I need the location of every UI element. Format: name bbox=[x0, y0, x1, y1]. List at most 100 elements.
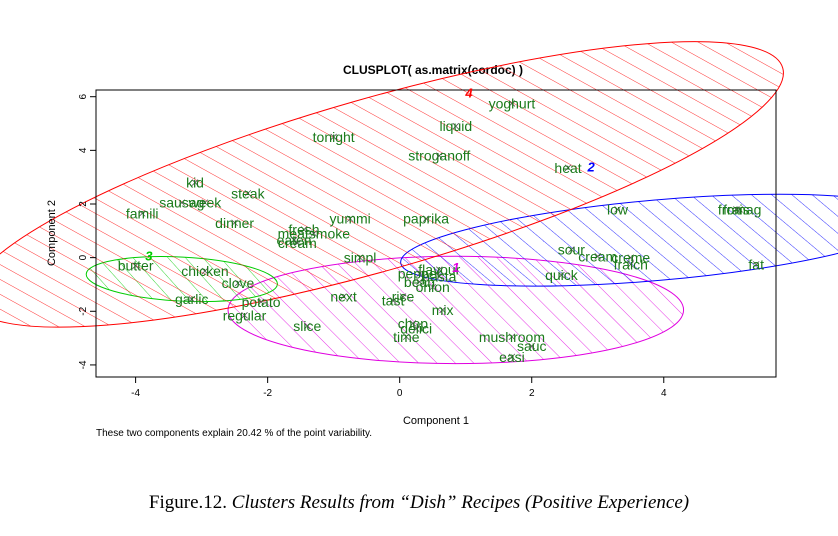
point-garlic: garlic bbox=[175, 291, 208, 307]
point-fresh: fresh bbox=[288, 221, 319, 237]
point-label: garlic bbox=[175, 291, 208, 307]
point-marker bbox=[627, 261, 635, 268]
point-marker bbox=[356, 254, 364, 261]
point-marker bbox=[508, 333, 516, 341]
x-tick-label: 0 bbox=[397, 388, 403, 399]
point-fromag: fromag bbox=[718, 201, 762, 217]
point-label: mushroom bbox=[479, 329, 545, 345]
caption-title: Clusters Results from “Dish” Recipes (Po… bbox=[231, 492, 690, 513]
point-label: heat bbox=[554, 160, 581, 176]
point-marker bbox=[422, 215, 430, 223]
point-label: flavour bbox=[418, 262, 460, 278]
point-simpl: simpl bbox=[344, 250, 377, 266]
y-axis-label: Component 2 bbox=[46, 200, 58, 266]
point-label: liquid bbox=[439, 118, 472, 134]
point-label: clove bbox=[222, 275, 255, 291]
point-marker bbox=[191, 179, 199, 186]
point-label: slice bbox=[293, 318, 321, 334]
point-yoghurt: yoghurt bbox=[489, 95, 536, 111]
point-marker bbox=[594, 253, 602, 260]
cluster-label-1: 1 bbox=[452, 260, 459, 275]
point-time: time bbox=[393, 329, 420, 345]
point-dinner: dinner bbox=[215, 215, 254, 231]
point-label: steak bbox=[231, 185, 265, 201]
point-marker bbox=[330, 133, 337, 141]
point-marker bbox=[528, 342, 536, 350]
point-famili: famili bbox=[126, 205, 159, 221]
point-label: cream bbox=[578, 248, 617, 264]
point-label: mix bbox=[432, 302, 454, 318]
point-label: time bbox=[393, 329, 420, 345]
point-delici: delici bbox=[400, 321, 432, 337]
point-marker bbox=[257, 298, 265, 306]
cluster-ellipse-4 bbox=[0, 41, 784, 328]
cluster-label-2: 2 bbox=[587, 159, 596, 174]
point-label: low bbox=[607, 201, 629, 217]
point-label: quick bbox=[545, 267, 579, 283]
point-meatsmoke: meatsmoke bbox=[278, 226, 351, 242]
point-marker bbox=[439, 306, 446, 314]
point-label: fromag bbox=[718, 201, 762, 217]
axes-layer: -4 -2 0 2 4 -4 -2 0 2 4 6 bbox=[78, 93, 667, 399]
point-cream: cream bbox=[278, 235, 317, 251]
point-marker bbox=[201, 199, 209, 206]
point-paprika: paprika bbox=[403, 211, 449, 227]
point-marker bbox=[403, 333, 410, 341]
point-marker bbox=[614, 206, 621, 213]
cluster-label-3: 3 bbox=[145, 248, 153, 263]
point-label: fresh bbox=[288, 221, 319, 237]
point-clove: clove bbox=[222, 275, 255, 291]
x-tick-label: -2 bbox=[263, 388, 272, 399]
point-marker bbox=[188, 295, 196, 303]
point-label: sauc bbox=[517, 338, 547, 354]
point-label: pasta bbox=[422, 268, 456, 284]
point-marker bbox=[399, 293, 407, 300]
point-label: fat bbox=[748, 256, 764, 272]
point-cream: cream bbox=[578, 248, 617, 264]
point-steak: steak bbox=[231, 185, 265, 201]
point-marker bbox=[201, 267, 209, 275]
cluster-labels-layer: 1 2 3 4 bbox=[145, 86, 595, 275]
point-label: paprika bbox=[403, 211, 449, 227]
point-label: week bbox=[188, 195, 223, 211]
point-label: dinner bbox=[215, 215, 254, 231]
point-marker bbox=[568, 246, 575, 253]
point-label: meatsmoke bbox=[278, 226, 351, 242]
point-heat: heat bbox=[554, 160, 581, 176]
point-kid: kid bbox=[186, 175, 204, 191]
point-marker bbox=[564, 164, 572, 172]
point-marker bbox=[290, 236, 298, 244]
point-butter: butter bbox=[118, 258, 154, 274]
point-label: chop bbox=[398, 315, 429, 331]
point-fraich: fraich bbox=[614, 256, 648, 272]
point-marker bbox=[244, 189, 252, 197]
point-marker bbox=[132, 262, 139, 269]
point-label: pepper bbox=[398, 266, 442, 282]
points-layer: yoghurt liquid tonight stroganoff kid steak sa… bbox=[118, 95, 764, 364]
point-flavour: flavour bbox=[418, 262, 460, 278]
point-frais: frais bbox=[723, 201, 749, 217]
point-label: potato bbox=[242, 294, 281, 310]
point-marker bbox=[178, 199, 186, 206]
point-yummi: yummi bbox=[330, 211, 371, 227]
point-label: kid bbox=[186, 175, 204, 191]
point-marker bbox=[627, 254, 635, 261]
point-marker bbox=[452, 122, 460, 130]
point-marker bbox=[736, 206, 743, 213]
point-marker bbox=[138, 210, 146, 217]
point-rice: rice bbox=[392, 289, 415, 305]
point-tonight: tonight bbox=[313, 129, 355, 145]
caption-prefix: Figure.12. bbox=[148, 492, 232, 513]
point-label: next bbox=[330, 289, 357, 305]
point-label: famili bbox=[126, 205, 159, 221]
point-next: next bbox=[330, 289, 357, 305]
point-marker bbox=[231, 219, 238, 227]
figure-caption: Figure.12. Clusters Results from “Dish” … bbox=[0, 492, 838, 514]
point-label: sausag bbox=[159, 195, 204, 211]
point-mushroom: mushroom bbox=[479, 329, 545, 345]
point-marker bbox=[310, 230, 318, 237]
point-low: low bbox=[607, 201, 629, 217]
point-marker bbox=[303, 322, 311, 330]
point-label: easi bbox=[499, 349, 525, 365]
clusters-layer bbox=[0, 41, 838, 365]
